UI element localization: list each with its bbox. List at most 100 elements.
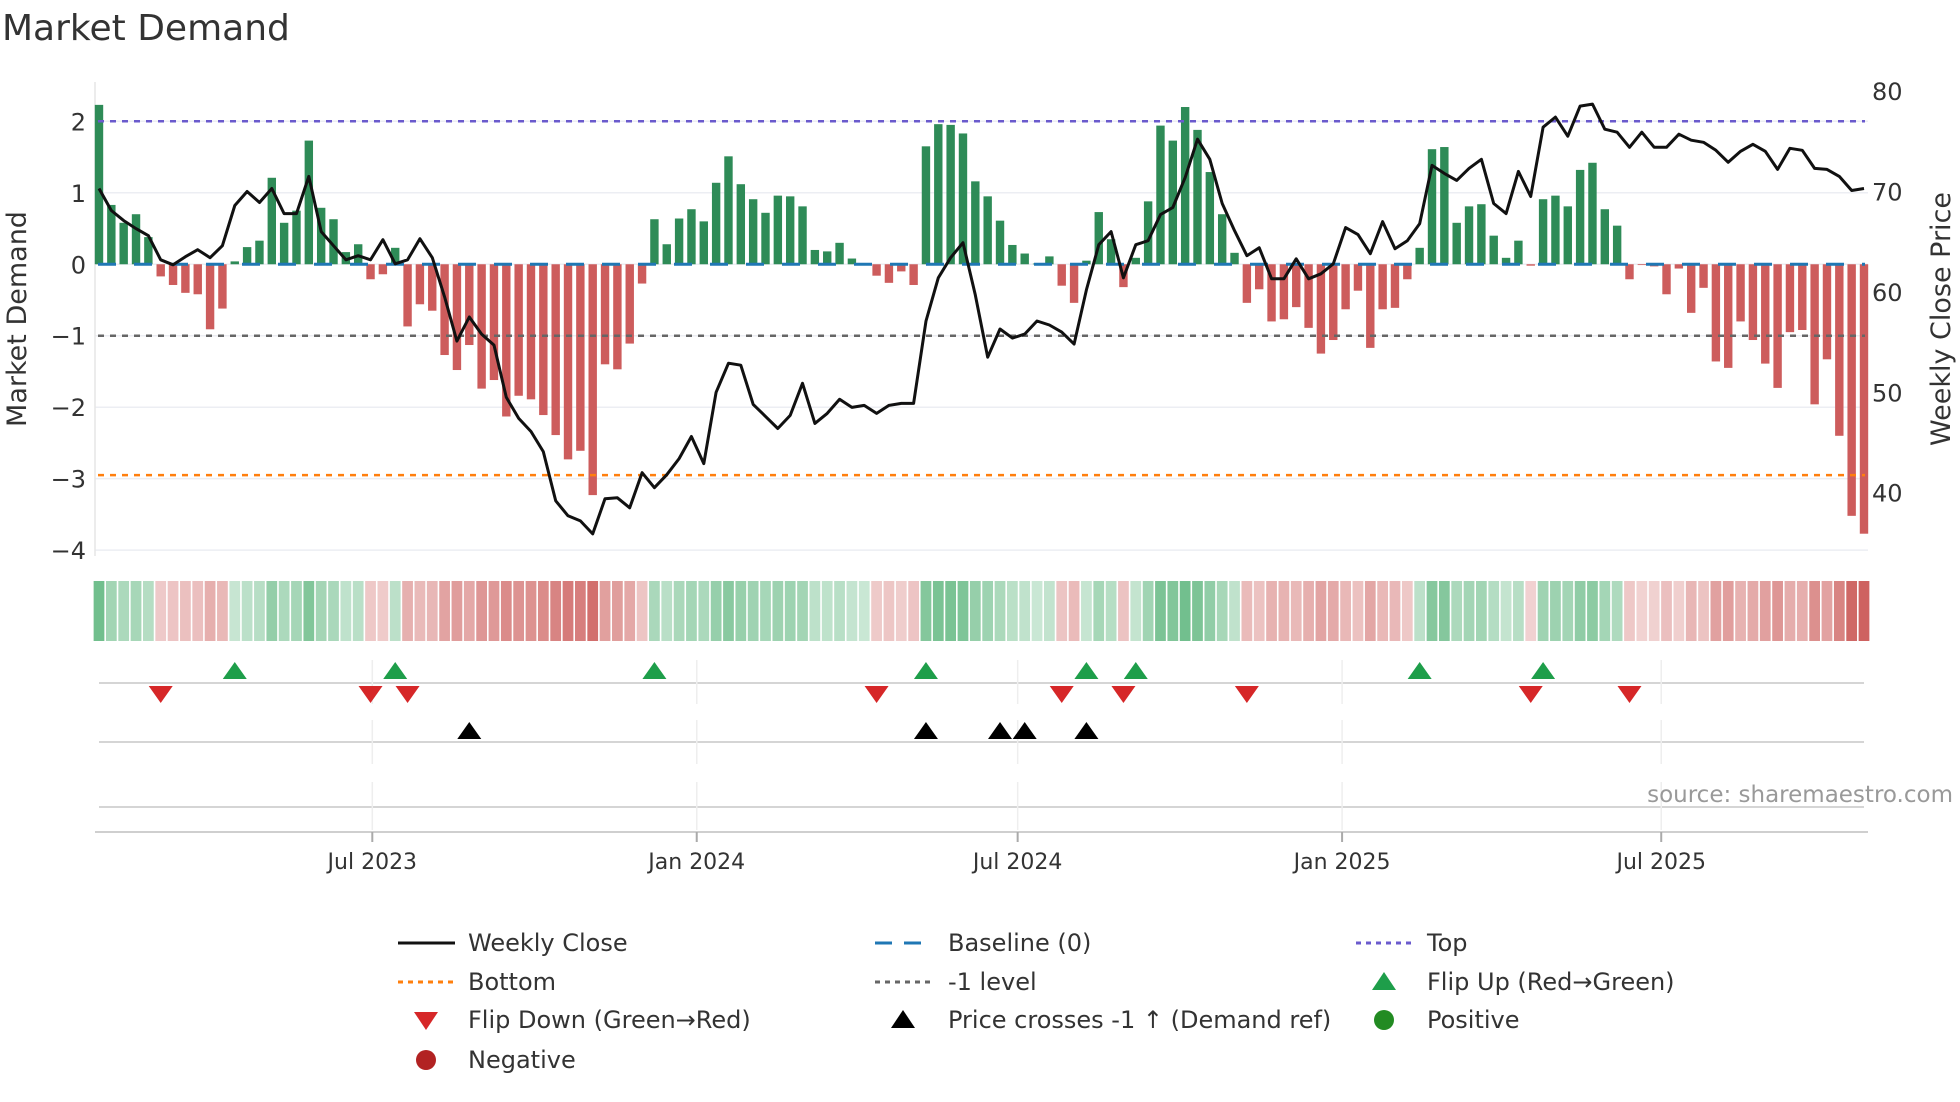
y2-axis-label: Weekly Close Price xyxy=(1926,192,1957,446)
heat-cell xyxy=(1562,581,1574,641)
heat-cell xyxy=(1796,581,1808,641)
heat-cell xyxy=(1648,581,1660,641)
heat-cell xyxy=(1587,581,1598,641)
heat-cell xyxy=(784,581,796,641)
heat-cell xyxy=(1537,581,1549,641)
legend-triangle-up-icon xyxy=(1372,972,1396,990)
heat-cell xyxy=(130,581,142,641)
heat-cell xyxy=(920,581,932,641)
demand-bar xyxy=(958,133,968,265)
demand-bar xyxy=(1316,264,1326,354)
heat-cell xyxy=(1019,581,1031,641)
heat-cell xyxy=(1438,581,1450,641)
demand-bar xyxy=(983,196,992,265)
demand-bar xyxy=(1008,244,1017,265)
demand-bar xyxy=(576,264,585,451)
demand-bar xyxy=(625,264,634,344)
heat-cell xyxy=(315,581,327,641)
demand-bar xyxy=(1415,247,1424,265)
y-tick-label: 2 xyxy=(71,108,86,136)
heat-cell xyxy=(241,581,253,641)
heat-cell xyxy=(673,581,685,641)
heat-cell xyxy=(1105,581,1117,641)
demand-bar xyxy=(378,264,388,275)
heat-cell xyxy=(1476,581,1487,641)
demand-bar xyxy=(748,199,758,265)
demand-bar xyxy=(489,264,499,381)
heat-cell xyxy=(1241,581,1253,641)
demand-bar xyxy=(1674,264,1684,269)
demand-bar xyxy=(304,140,314,265)
heat-cell xyxy=(1574,581,1586,641)
heat-cell xyxy=(488,581,500,641)
demand-bar xyxy=(218,264,227,309)
demand-bar xyxy=(551,264,560,436)
demand-bar xyxy=(847,258,857,265)
demand-bar xyxy=(1230,252,1239,265)
x-tick-label: Jan 2024 xyxy=(646,850,745,875)
heat-cell xyxy=(278,581,290,641)
heat-cell xyxy=(1525,581,1537,641)
demand-bar xyxy=(687,209,696,265)
demand-bar xyxy=(1242,264,1252,303)
demand-bar xyxy=(1859,264,1869,534)
heat-cell xyxy=(1513,581,1524,641)
demand-bar xyxy=(428,264,437,311)
demand-bar xyxy=(1489,235,1498,265)
heat-cell xyxy=(1118,581,1129,641)
heat-cell xyxy=(476,581,487,641)
price-cross-marker xyxy=(457,722,482,739)
demand-bar xyxy=(946,124,955,265)
demand-bar xyxy=(144,237,153,265)
heat-cell xyxy=(328,581,339,641)
heat-cell xyxy=(525,581,537,641)
demand-bar xyxy=(1575,169,1585,265)
heat-cell xyxy=(994,581,1006,641)
demand-bar xyxy=(810,249,820,265)
price-cross-marker xyxy=(988,722,1013,739)
heat-cell xyxy=(550,581,562,641)
demand-bar xyxy=(526,264,536,400)
y-tick-label: −4 xyxy=(51,537,86,565)
heat-cell xyxy=(1809,581,1821,641)
heat-cell xyxy=(1759,581,1771,641)
demand-bar xyxy=(1168,140,1178,265)
demand-bar xyxy=(1378,264,1387,310)
heat-cell xyxy=(1155,581,1166,641)
heat-cell xyxy=(1377,581,1389,641)
legend-label: Bottom xyxy=(468,968,556,996)
demand-bar xyxy=(1551,195,1560,265)
demand-bar xyxy=(1069,264,1079,303)
flip-down-marker xyxy=(1234,686,1259,703)
demand-bar xyxy=(1217,214,1227,265)
legend-dot-icon xyxy=(416,1050,436,1070)
flip-down-marker xyxy=(1617,686,1642,703)
flip-up-marker xyxy=(1531,662,1556,679)
heat-cell xyxy=(1216,581,1228,641)
legend-label: Negative xyxy=(468,1046,576,1074)
demand-bar xyxy=(156,264,165,277)
y2-tick-label: 80 xyxy=(1872,78,1903,106)
heat-cell xyxy=(1327,581,1339,641)
flip-down-marker xyxy=(148,686,173,703)
demand-bar xyxy=(230,261,239,265)
demand-bar xyxy=(1341,264,1350,310)
demand-bar xyxy=(1748,264,1758,341)
demand-bar xyxy=(1267,264,1276,322)
demand-bar xyxy=(1279,264,1289,320)
demand-bar xyxy=(1180,107,1190,265)
y2-tick-label: 50 xyxy=(1872,379,1903,407)
demand-bar xyxy=(279,222,289,265)
demand-bar xyxy=(736,184,746,265)
legend-label: Price crosses -1 ↑ (Demand ref) xyxy=(948,1006,1331,1034)
heat-cell xyxy=(1414,581,1426,641)
demand-bar xyxy=(329,219,338,265)
heat-cell xyxy=(1192,581,1203,641)
demand-bar xyxy=(168,264,178,285)
heat-cell xyxy=(710,581,722,641)
demand-bar xyxy=(971,181,980,265)
heat-cell xyxy=(352,581,364,641)
y2-axis-ticks: 80 70 60 50 40 xyxy=(1872,78,1903,508)
demand-bar xyxy=(1440,147,1449,265)
heat-cell xyxy=(624,581,636,641)
